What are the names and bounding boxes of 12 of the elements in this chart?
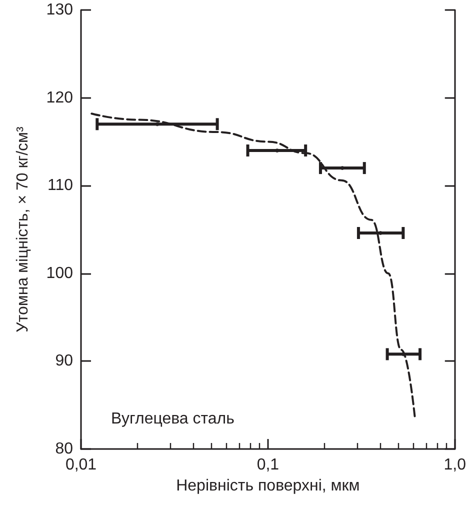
annotation: Вуглецева сталь: [111, 410, 234, 428]
y-axis-title: Утомна міцність, × 70 кг/см³: [14, 126, 32, 332]
y-tick-label: 100: [46, 264, 74, 282]
y-tick-label: 120: [46, 89, 74, 106]
x-tick-label: 0,1: [256, 456, 280, 474]
y-tick-label: 80: [55, 440, 74, 458]
y-tick-label: 130: [46, 2, 74, 18]
y-tick-label: 90: [55, 352, 74, 370]
y-tick-label: 110: [47, 177, 74, 194]
x-axis-title: Нерівність поверхні, мкм: [176, 477, 360, 494]
x-tick-label: 1,0: [444, 456, 466, 474]
x-tick-label: 0,01: [65, 456, 97, 474]
